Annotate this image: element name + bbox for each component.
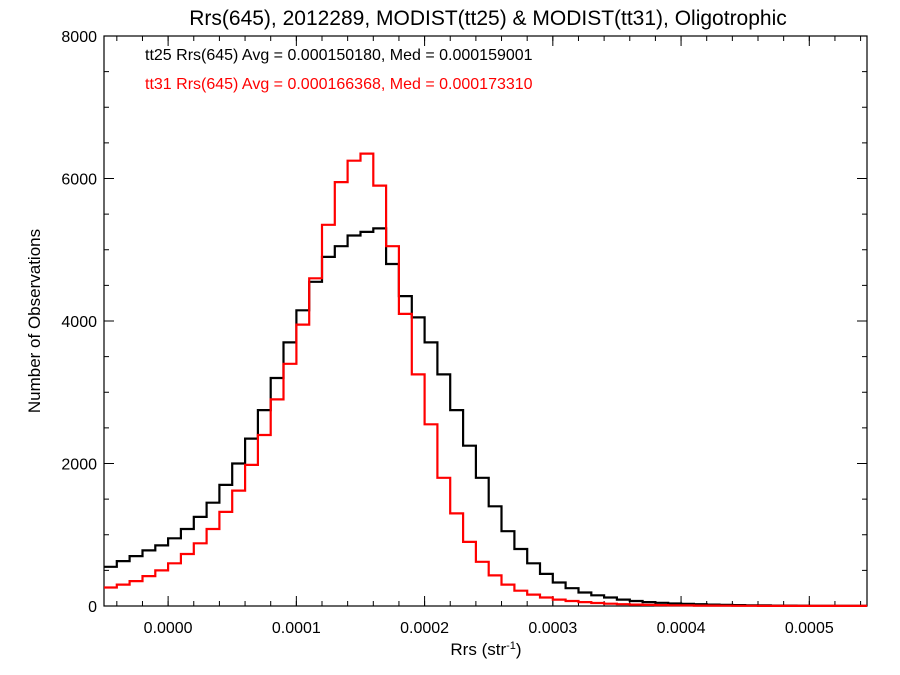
- y-tick-label-1: 2000: [61, 457, 97, 474]
- y-tick-label-3: 6000: [61, 172, 97, 189]
- x-axis-label: Rrs (str-1): [450, 640, 521, 659]
- y-axis-label: Number of Observations: [25, 229, 44, 413]
- legend-entry-tt25: tt25 Rrs(645) Avg = 0.000150180, Med = 0…: [145, 47, 533, 64]
- x-tick-label-2: 0.0002: [400, 620, 449, 637]
- x-axis-ticks: 0.0000 0.0001 0.0002 0.0003 0.0004 0.0005: [116, 36, 862, 637]
- series-layer: [104, 152, 867, 607]
- legend-entry-tt31: tt31 Rrs(645) Avg = 0.000166368, Med = 0…: [145, 76, 533, 93]
- x-axis-label-main: Rrs (str: [450, 640, 506, 659]
- x-axis-label-close: ): [516, 640, 522, 659]
- x-tick-label-4: 0.0004: [657, 620, 706, 637]
- series-line-1: [104, 152, 867, 607]
- x-tick-label-5: 0.0005: [785, 620, 834, 637]
- x-tick-label-0: 0.0000: [144, 620, 193, 637]
- y-tick-label-2: 4000: [61, 314, 97, 331]
- x-tick-label-1: 0.0001: [272, 620, 321, 637]
- chart-title: Rrs(645), 2012289, MODIST(tt25) & MODIST…: [189, 7, 787, 30]
- x-axis-label-superscript: -1: [506, 640, 516, 652]
- x-tick-label-3: 0.0003: [528, 620, 577, 637]
- y-tick-label-4: 8000: [61, 29, 97, 46]
- y-tick-label-0: 0: [88, 599, 97, 616]
- series-line-0: [104, 227, 867, 607]
